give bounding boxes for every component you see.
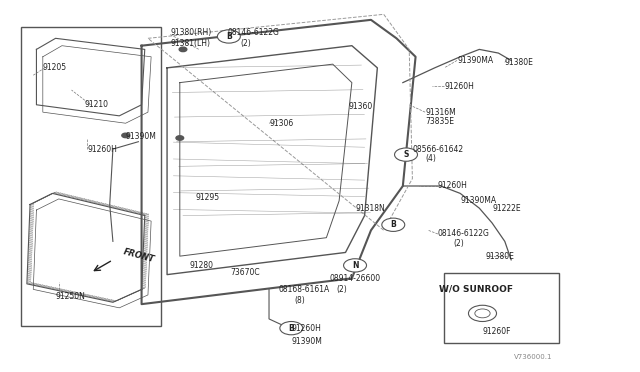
Text: 91260H: 91260H [438, 182, 468, 190]
Circle shape [176, 136, 184, 140]
Text: 91205: 91205 [43, 63, 67, 72]
Text: 08168-6161A: 08168-6161A [278, 285, 330, 294]
Text: 91390MA: 91390MA [457, 56, 493, 65]
Text: 91316M: 91316M [425, 108, 456, 117]
Text: FRONT: FRONT [122, 248, 156, 264]
Text: B: B [390, 220, 396, 229]
Circle shape [344, 259, 367, 272]
Text: (2): (2) [336, 285, 347, 294]
FancyBboxPatch shape [20, 27, 161, 326]
Text: S: S [403, 150, 409, 159]
Circle shape [218, 30, 241, 43]
Text: (4): (4) [425, 154, 436, 163]
Text: 91318N: 91318N [355, 203, 385, 213]
Text: N: N [352, 261, 358, 270]
Text: 08566-61642: 08566-61642 [412, 145, 463, 154]
Text: B: B [226, 32, 232, 41]
Text: 08146-6122G: 08146-6122G [438, 230, 490, 238]
Circle shape [382, 218, 404, 231]
Text: 91260H: 91260H [444, 82, 474, 91]
Text: (2): (2) [241, 39, 251, 48]
Text: (2): (2) [454, 239, 465, 248]
Text: 91222E: 91222E [492, 203, 521, 213]
Text: 91360: 91360 [349, 102, 373, 111]
Circle shape [475, 309, 490, 318]
Text: 91380(RH): 91380(RH) [170, 28, 211, 37]
Text: 91295: 91295 [196, 193, 220, 202]
Text: 91380E: 91380E [505, 58, 534, 67]
FancyBboxPatch shape [444, 273, 559, 343]
Circle shape [394, 148, 417, 161]
Text: 91260F: 91260F [483, 327, 511, 336]
Circle shape [468, 305, 497, 321]
Text: 91250N: 91250N [56, 292, 85, 301]
Text: 08914-26600: 08914-26600 [330, 274, 381, 283]
Text: V736000.1: V736000.1 [515, 353, 553, 359]
Circle shape [122, 133, 129, 138]
Text: 91380E: 91380E [486, 251, 515, 261]
Text: 91390M: 91390M [291, 337, 322, 346]
Text: 91280: 91280 [189, 261, 213, 270]
Circle shape [179, 47, 187, 52]
Text: B: B [289, 324, 294, 333]
Text: 91390M: 91390M [125, 132, 157, 141]
Text: (8): (8) [294, 296, 305, 305]
Text: 73670C: 73670C [231, 268, 260, 277]
Text: 73835E: 73835E [425, 117, 454, 126]
Text: 91260H: 91260H [88, 145, 117, 154]
Text: 91210: 91210 [84, 100, 108, 109]
Text: W/O SUNROOF: W/O SUNROOF [439, 285, 513, 294]
Text: 08146-6122G: 08146-6122G [228, 28, 280, 37]
Text: 91390MA: 91390MA [460, 196, 496, 205]
Text: 91381(LH): 91381(LH) [170, 39, 211, 48]
Circle shape [280, 321, 303, 335]
Text: 91306: 91306 [269, 119, 293, 128]
Text: 91260H: 91260H [291, 324, 321, 333]
